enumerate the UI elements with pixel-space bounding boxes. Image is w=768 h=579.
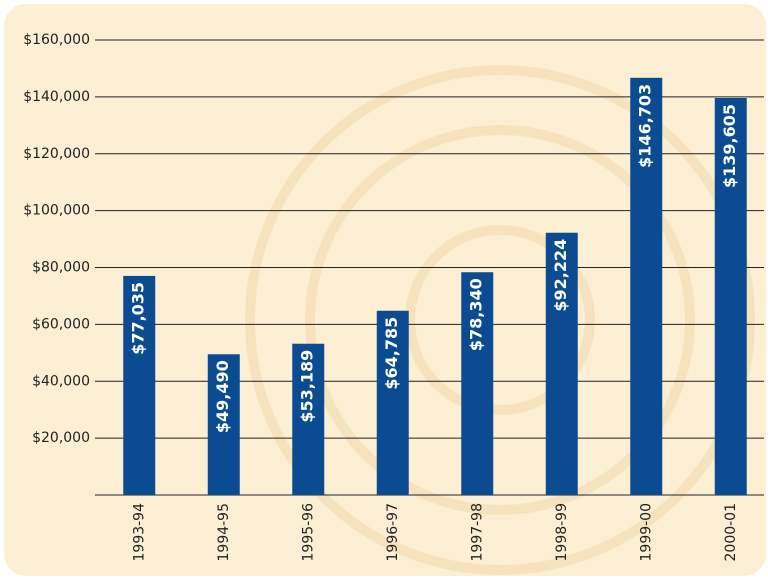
y-tick-label: $40,000: [32, 373, 90, 389]
x-tick-label: 1994-95: [216, 503, 232, 562]
value-label: $53,189: [298, 350, 317, 423]
x-tick-label: 2000-01: [723, 503, 739, 562]
x-tick-label: 1996-97: [385, 503, 401, 562]
y-tick-label: $140,000: [23, 89, 90, 105]
y-tick-label: $80,000: [32, 260, 90, 276]
chart: $20,000 $40,000 $60,000 $80,000 $100,000 $120…: [0, 0, 768, 579]
value-label: $49,490: [213, 360, 232, 433]
x-tick-label: 1997-98: [469, 503, 485, 562]
x-tick-label: 1993-94: [131, 503, 147, 562]
value-label: $139,605: [720, 104, 739, 188]
x-tick-label: 1998-99: [554, 503, 570, 562]
y-tick-label: $20,000: [32, 430, 90, 446]
y-tick-label: $160,000: [23, 32, 90, 48]
y-tick-label: $60,000: [32, 316, 90, 332]
y-tick-label: $120,000: [23, 146, 90, 162]
value-label: $64,785: [382, 317, 401, 390]
value-label: $146,703: [636, 84, 655, 168]
value-label: $92,224: [551, 239, 570, 312]
value-label: $77,035: [129, 282, 148, 355]
value-label: $78,340: [467, 278, 486, 351]
y-tick-label: $100,000: [23, 203, 90, 219]
x-tick-label: 1995-96: [300, 503, 316, 562]
x-tick-label: 1999-00: [638, 503, 654, 562]
